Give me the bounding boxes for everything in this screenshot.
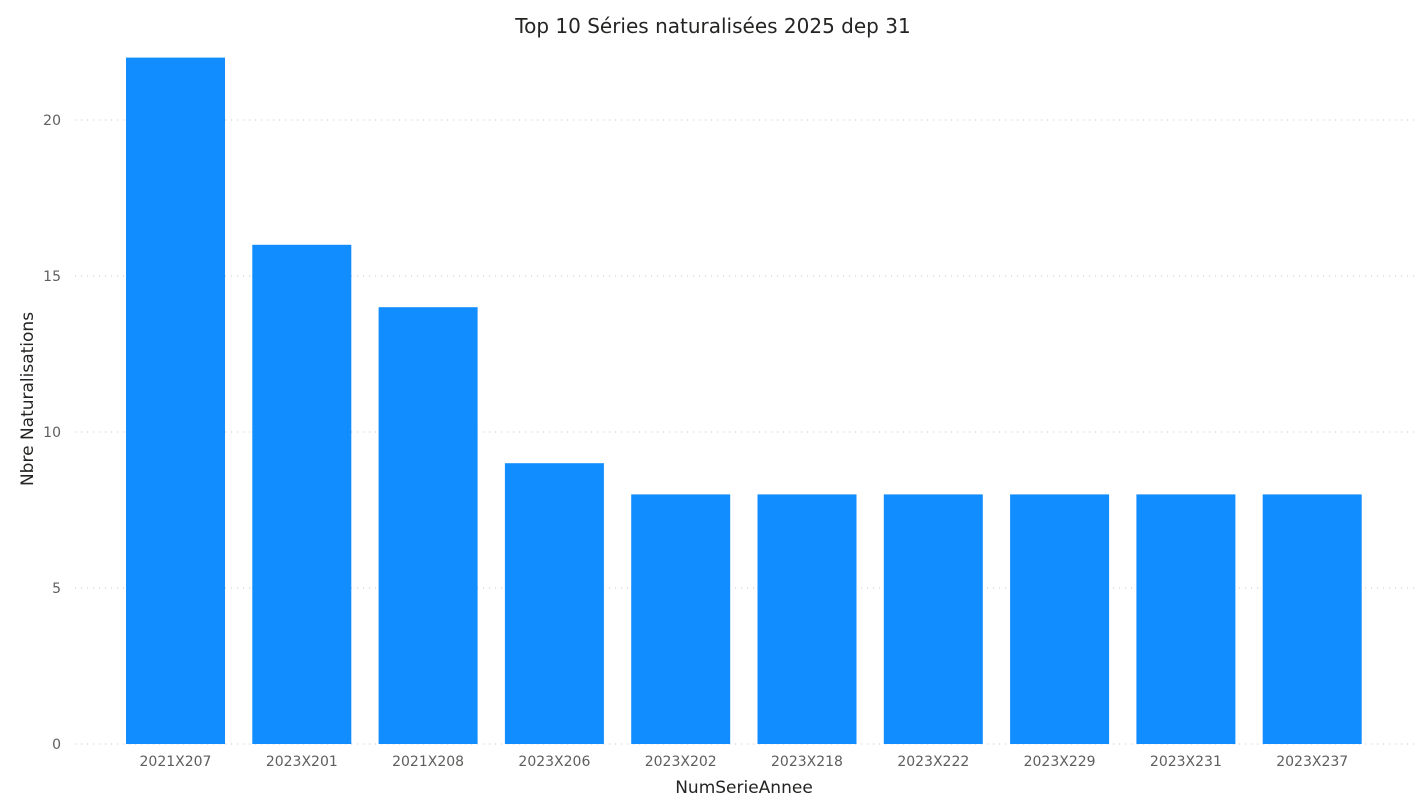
bars xyxy=(126,57,1362,745)
y-tick-label: 20 xyxy=(43,113,61,129)
x-tick-label: 2023X237 xyxy=(1276,754,1348,770)
chart-title: Top 10 Séries naturalisées 2025 dep 31 xyxy=(514,14,910,38)
bar-2023x201[interactable] xyxy=(252,244,352,745)
y-tick-label: 5 xyxy=(52,581,61,597)
bar-2023x231[interactable] xyxy=(1136,494,1236,744)
bar-2023x237[interactable] xyxy=(1262,494,1362,744)
y-tick-label: 15 xyxy=(43,269,61,285)
bar-2021x207[interactable] xyxy=(126,57,225,745)
x-tick-label: 2023X201 xyxy=(266,754,338,770)
y-tick-label: 0 xyxy=(52,737,61,753)
x-tick-label: 2023X206 xyxy=(518,754,590,770)
y-axis-title: Nbre Naturalisations xyxy=(18,312,38,486)
x-tick-label: 2023X222 xyxy=(897,754,969,770)
x-axis-ticks: 2021X207 2023X201 2021X208 2023X206 2023X202… xyxy=(140,754,1349,770)
bar-2023x202[interactable] xyxy=(631,494,731,744)
bar-2021x208[interactable] xyxy=(378,307,478,744)
x-axis-title: NumSerieAnnee xyxy=(675,778,813,798)
y-tick-label: 10 xyxy=(43,425,61,441)
x-tick-label: 2023X202 xyxy=(645,754,717,770)
y-axis-ticks: 0 5 10 15 20 xyxy=(43,113,61,753)
bar-2023x218[interactable] xyxy=(757,494,857,744)
bar-2023x222[interactable] xyxy=(883,494,983,744)
x-tick-label: 2023X218 xyxy=(771,754,843,770)
x-tick-label: 2023X231 xyxy=(1150,754,1222,770)
bar-2023x229[interactable] xyxy=(1010,494,1110,744)
x-tick-label: 2021X208 xyxy=(392,754,464,770)
x-tick-label: 2023X229 xyxy=(1024,754,1096,770)
bar-2023x206[interactable] xyxy=(504,463,604,744)
x-tick-label: 2021X207 xyxy=(140,754,212,770)
